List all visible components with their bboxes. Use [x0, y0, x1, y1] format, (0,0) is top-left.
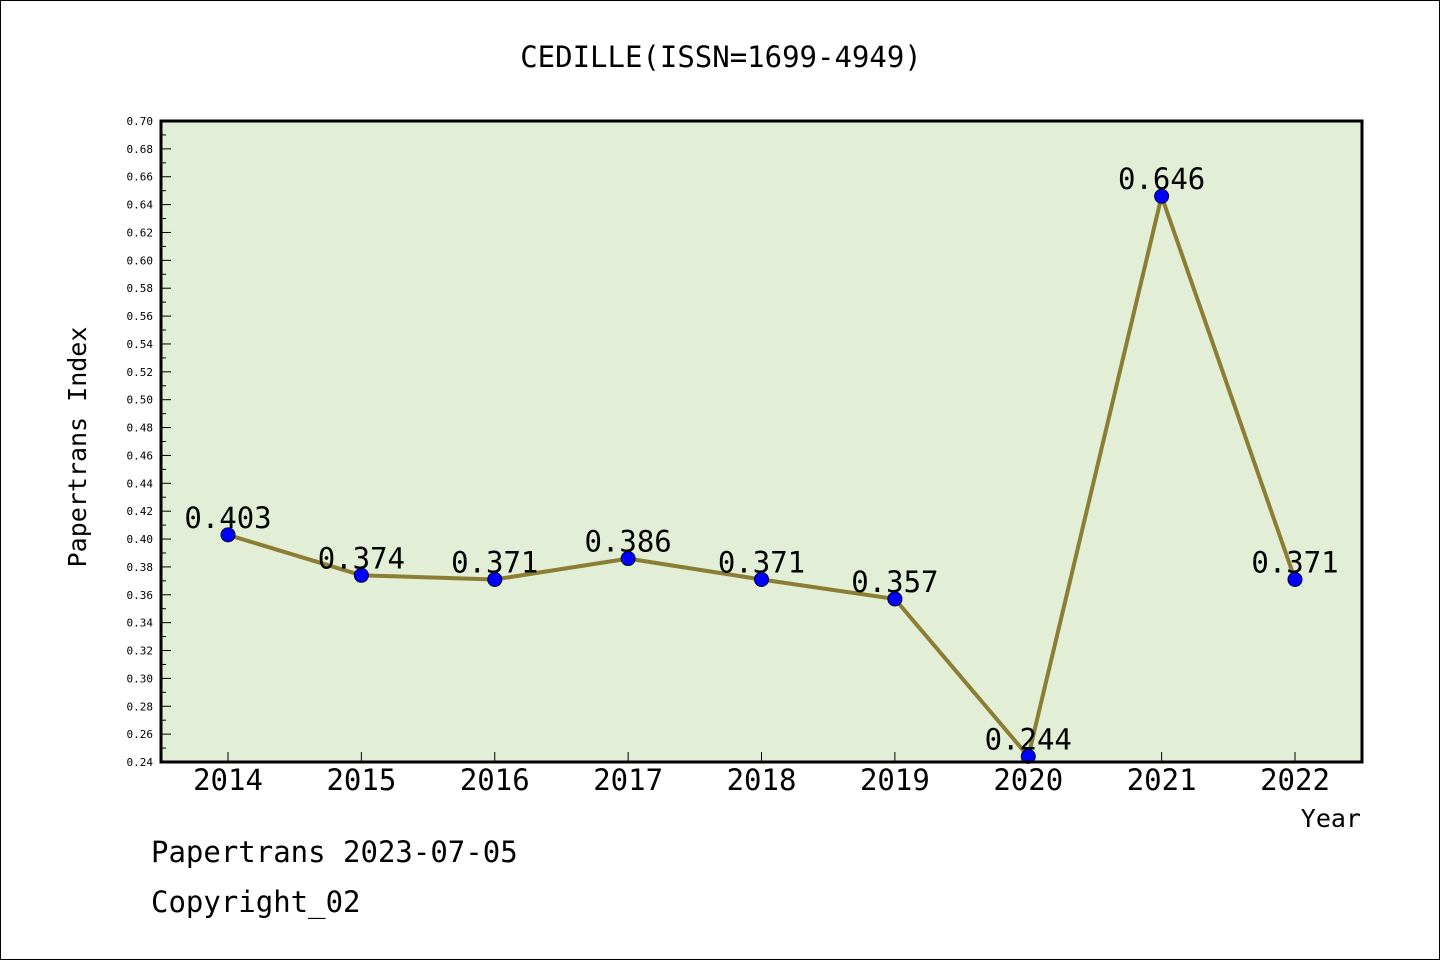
y-tick-label: 0.70 — [127, 115, 154, 128]
y-tick-label: 0.60 — [127, 254, 154, 267]
y-tick-label: 0.64 — [127, 199, 154, 212]
x-tick-label: 2022 — [1260, 763, 1330, 797]
data-label: 0.371 — [1251, 545, 1338, 579]
y-tick-label: 0.38 — [127, 561, 154, 574]
data-label: 0.646 — [1118, 162, 1205, 196]
x-tick-label: 2021 — [1127, 763, 1197, 797]
y-axis-label: Papertrans Index — [63, 327, 92, 568]
y-tick-label: 0.54 — [127, 338, 154, 351]
data-label: 0.374 — [318, 541, 405, 575]
x-tick-label: 2016 — [460, 763, 530, 797]
chart-title: CEDILLE(ISSN=1699-4949) — [520, 40, 922, 74]
plot-area — [161, 121, 1362, 762]
plot-border — [159, 119, 1364, 764]
data-label: 0.386 — [584, 525, 671, 559]
x-tick-label: 2015 — [326, 763, 396, 797]
data-point — [1287, 571, 1303, 587]
y-tick-label: 0.30 — [127, 672, 154, 685]
data-label: 0.371 — [451, 545, 538, 579]
data-label: 0.357 — [851, 565, 938, 599]
x-tick-label: 2014 — [193, 763, 263, 797]
data-point — [620, 551, 636, 567]
x-tick-label: 2018 — [727, 763, 797, 797]
x-tick-label: 2020 — [993, 763, 1063, 797]
y-tick-label: 0.42 — [127, 505, 154, 518]
data-point — [1154, 188, 1170, 204]
data-point — [220, 527, 236, 543]
data-label: 0.403 — [184, 501, 271, 535]
y-tick-label: 0.34 — [127, 617, 154, 630]
x-tick-label: 2017 — [593, 763, 663, 797]
y-tick-label: 0.62 — [127, 226, 154, 239]
y-tick-label: 0.48 — [127, 422, 154, 435]
x-tick-label: 2019 — [860, 763, 930, 797]
y-tick-label: 0.52 — [127, 366, 154, 379]
y-tick-label: 0.36 — [127, 589, 154, 602]
data-label: 0.244 — [985, 722, 1072, 756]
data-point — [754, 571, 769, 587]
data-point — [887, 591, 903, 607]
y-tick-label: 0.66 — [127, 171, 154, 184]
y-tick-label: 0.46 — [127, 449, 154, 462]
y-tick-label: 0.32 — [127, 645, 154, 658]
y-tick-label: 0.44 — [127, 477, 154, 490]
y-tick-label: 0.68 — [127, 143, 154, 156]
data-point — [353, 567, 369, 583]
y-tick-label: 0.58 — [127, 282, 154, 295]
y-tick-label: 0.24 — [127, 756, 154, 769]
footer-date-text: Papertrans 2023-07-05 — [151, 835, 518, 869]
x-axis: 2014 2015 2016 2017 2018 2019 2020 2021 2022 — [193, 752, 1330, 797]
y-tick-label: 0.26 — [127, 728, 154, 741]
y-tick-label: 0.50 — [127, 394, 154, 407]
y-tick-label: 0.56 — [127, 310, 154, 323]
x-axis-label: Year — [1301, 804, 1361, 833]
footer-copyright-text: Copyright_02 — [151, 885, 361, 919]
y-axis: 0.24 0.26 0.28 0.30 0.32 0.34 0.36 0.38 0.40 0.42… — [127, 115, 171, 769]
data-label: 0.371 — [718, 545, 805, 579]
data-point — [487, 571, 503, 587]
series-markers — [220, 188, 1303, 764]
y-tick-label: 0.28 — [127, 700, 154, 713]
y-tick-label: 0.40 — [127, 533, 154, 546]
data-labels: 0.403 0.374 0.371 0.386 0.371 0.357 0.244 0.646… — [184, 162, 1338, 756]
